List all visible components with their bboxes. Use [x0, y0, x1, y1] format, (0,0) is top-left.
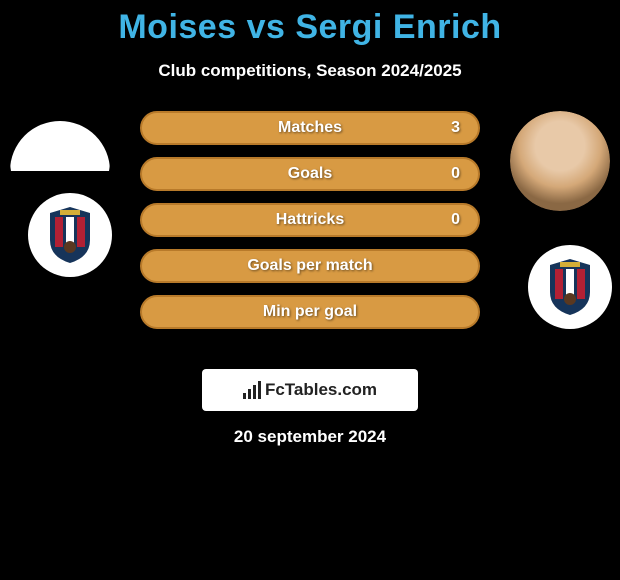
- brand-bars-icon: [243, 381, 261, 399]
- stat-value: 0: [451, 211, 460, 229]
- stat-bar-hattricks: Hattricks 0: [140, 203, 480, 237]
- stat-bar-min-per-goal: Min per goal: [140, 295, 480, 329]
- stat-label: Goals: [288, 165, 332, 183]
- stat-label: Goals per match: [247, 257, 372, 275]
- brand-text: FcTables.com: [265, 380, 377, 400]
- stat-bar-goals-per-match: Goals per match: [140, 249, 480, 283]
- stat-bars: Matches 3 Goals 0 Hattricks 0 Goals per …: [140, 111, 480, 341]
- stat-bar-goals: Goals 0: [140, 157, 480, 191]
- page-title: Moises vs Sergi Enrich: [0, 0, 620, 47]
- photo-placeholder-icon: [510, 111, 610, 211]
- club-badge-right: [528, 245, 612, 329]
- subtitle: Club competitions, Season 2024/2025: [0, 61, 620, 81]
- brand-box: FcTables.com: [202, 369, 418, 411]
- stat-value: 3: [451, 119, 460, 137]
- stat-label: Hattricks: [276, 211, 344, 229]
- shield-icon: [545, 257, 595, 317]
- photo-placeholder-icon: [10, 121, 110, 171]
- stat-label: Matches: [278, 119, 342, 137]
- date-line: 20 september 2024: [0, 427, 620, 447]
- shield-icon: [45, 205, 95, 265]
- player-photo-right: [510, 111, 610, 211]
- stat-value: 0: [451, 165, 460, 183]
- stats-area: Matches 3 Goals 0 Hattricks 0 Goals per …: [0, 111, 620, 361]
- club-badge-left: [28, 193, 112, 277]
- stat-bar-matches: Matches 3: [140, 111, 480, 145]
- stat-label: Min per goal: [263, 303, 357, 321]
